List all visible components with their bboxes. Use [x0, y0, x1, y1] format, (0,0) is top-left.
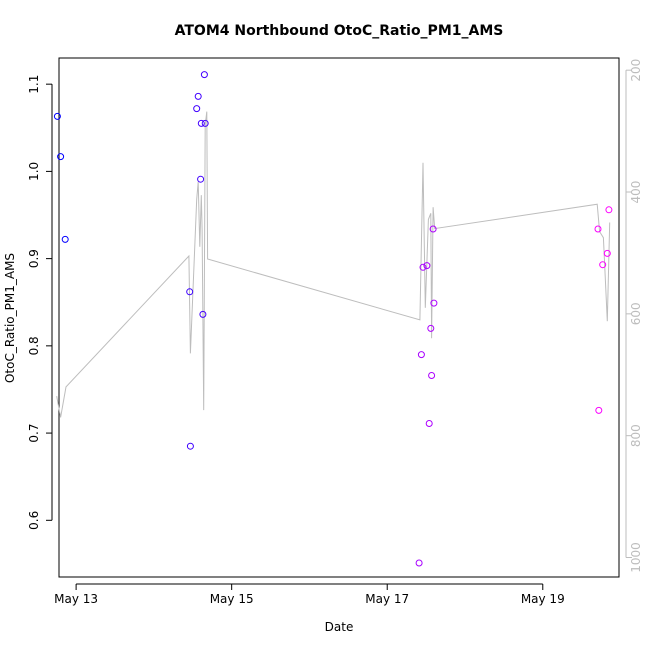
data-point — [595, 406, 603, 414]
y2-tick-label: 800 — [629, 424, 643, 447]
data-point — [429, 225, 437, 233]
data-point — [419, 263, 427, 271]
data-points-group — [53, 71, 613, 567]
data-point — [599, 261, 607, 269]
y2-tick-label: 200 — [629, 59, 643, 82]
trace-line — [56, 111, 611, 418]
trace-line-group — [56, 111, 611, 418]
x-axis: May 13 May 15 May 17 May 19 — [54, 583, 565, 606]
y-tick-label: 1.1 — [27, 75, 41, 94]
data-point — [186, 442, 194, 450]
data-point — [197, 119, 205, 127]
y2-tick-label: 600 — [629, 302, 643, 325]
data-point — [417, 351, 425, 359]
x-tick-label: May 17 — [365, 592, 409, 606]
data-point — [605, 206, 613, 214]
y-axis-right: 200 400 600 800 1000 — [625, 59, 643, 573]
data-point — [415, 559, 423, 567]
data-point — [201, 119, 209, 127]
data-point — [430, 299, 438, 307]
y-tick-label: 0.7 — [27, 424, 41, 443]
x-tick-label: May 15 — [210, 592, 254, 606]
data-point — [186, 288, 194, 296]
x-tick-label: May 13 — [54, 592, 98, 606]
data-point — [427, 324, 435, 332]
data-point — [425, 420, 433, 427]
x-axis-label: Date — [325, 620, 354, 634]
y2-tick-label: 1000 — [629, 542, 643, 573]
y-tick-label: 0.8 — [27, 336, 41, 355]
data-point — [53, 112, 61, 120]
y-axis-label: OtoC_Ratio_PM1_AMS — [3, 253, 17, 383]
data-point — [194, 92, 202, 100]
plot-frame — [58, 57, 620, 578]
y2-tick-label: 400 — [629, 181, 643, 204]
data-point — [423, 262, 431, 270]
chart-title: ATOM4 Northbound OtoC_Ratio_PM1_AMS — [175, 23, 504, 39]
data-point — [428, 372, 436, 379]
y-tick-label: 0.9 — [27, 249, 41, 268]
y-tick-label: 0.6 — [27, 511, 41, 530]
data-point — [197, 175, 205, 183]
data-point — [193, 105, 201, 113]
y-tick-label: 1.0 — [27, 162, 41, 181]
data-point — [199, 310, 207, 318]
data-point — [61, 235, 69, 243]
data-point — [200, 71, 208, 79]
data-point — [57, 153, 65, 161]
data-point — [594, 225, 602, 233]
data-point — [603, 249, 611, 257]
y-axis-left: 0.6 0.7 0.8 0.9 1.0 1.1 — [27, 75, 53, 530]
x-tick-label: May 19 — [521, 592, 565, 606]
